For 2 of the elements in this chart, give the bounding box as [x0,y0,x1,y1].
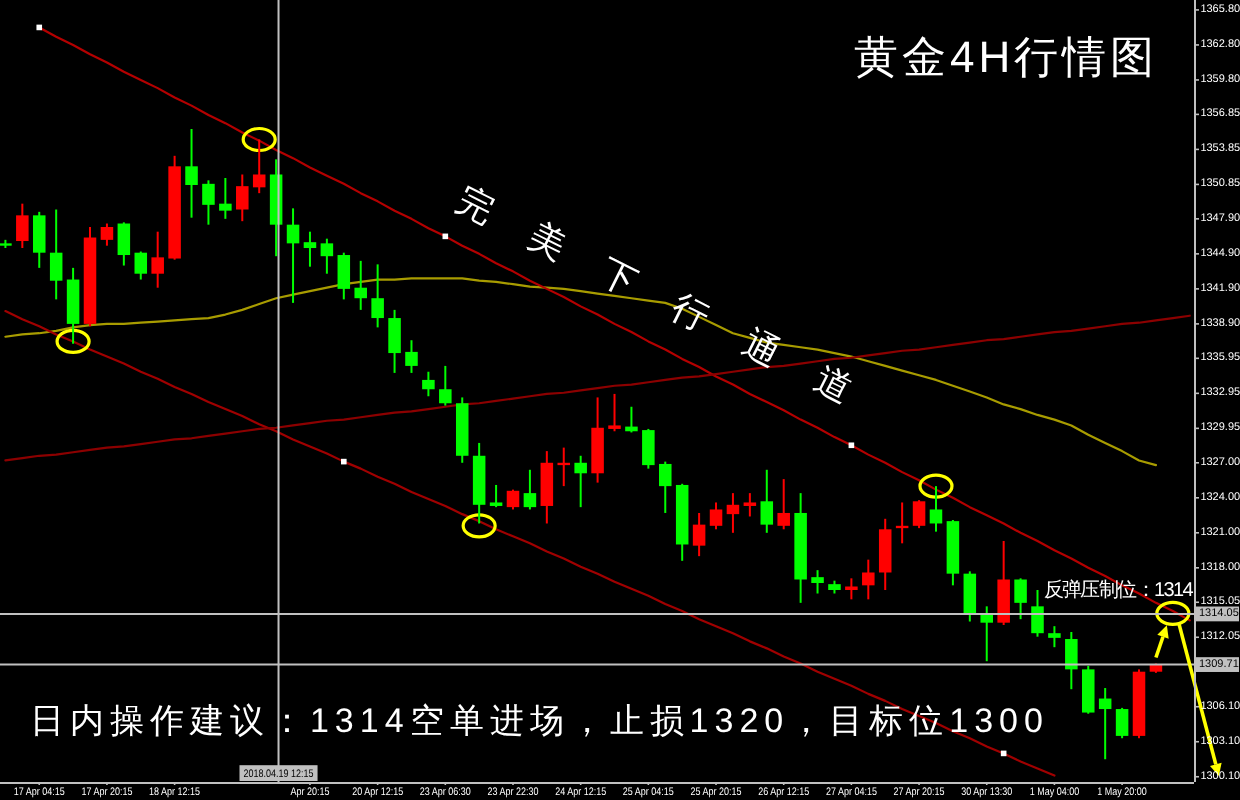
title: 黄金4H行情图 [854,32,1159,82]
annotation: 完美下行通道 [450,179,859,411]
